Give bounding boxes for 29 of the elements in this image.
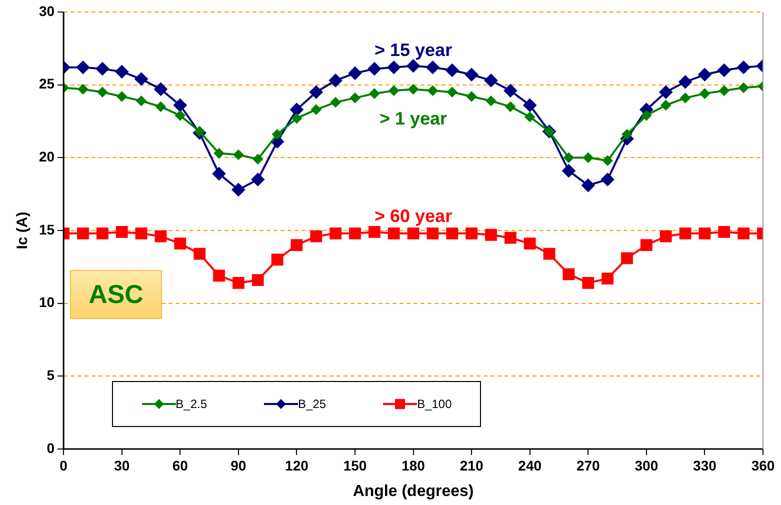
y-tick-label: 30 <box>38 2 55 19</box>
x-tick-label: 180 <box>402 457 426 474</box>
annotation: > 15 year <box>374 40 452 60</box>
y-tick-label: 5 <box>46 367 55 384</box>
x-tick-label: 270 <box>576 457 600 474</box>
y-tick-label: 15 <box>38 221 55 238</box>
x-tick-label: 120 <box>285 457 309 474</box>
x-tick-label: 0 <box>60 457 68 474</box>
y-tick-label: 25 <box>38 76 55 92</box>
legend-label: B_2.5 <box>174 396 207 411</box>
x-tick-label: 330 <box>693 457 717 474</box>
annotation: > 1 year <box>380 108 448 128</box>
x-tick-label: 360 <box>751 457 775 474</box>
x-tick-label: 90 <box>230 457 246 474</box>
annotation: > 60 year <box>374 206 452 226</box>
legend-label: B_25 <box>297 396 326 411</box>
label-box: ASC <box>70 270 162 319</box>
legend-label: B_100 <box>416 396 452 411</box>
y-tick-label: 0 <box>46 440 55 456</box>
y-axis-title: Ic (A) <box>14 212 32 250</box>
x-tick-label: 150 <box>343 457 367 474</box>
x-tick-label: 60 <box>172 457 188 474</box>
y-tick-label: 20 <box>38 148 55 165</box>
x-axis-title: Angle (degrees) <box>352 482 474 500</box>
x-tick-label: 300 <box>634 457 658 474</box>
x-tick-label: 210 <box>460 457 484 474</box>
x-tick-label: 30 <box>114 457 130 474</box>
x-tick-label: 240 <box>518 457 542 474</box>
y-tick-label: 10 <box>38 294 55 310</box>
